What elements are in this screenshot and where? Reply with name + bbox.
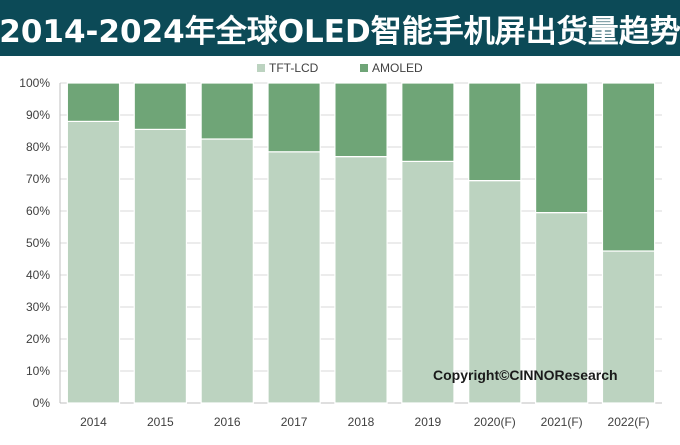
y-tick-label: 80% (26, 140, 50, 154)
bar-tft-lcd (66, 120, 121, 404)
bar-tft-lcd (133, 128, 188, 404)
y-tick-label: 60% (26, 204, 50, 218)
chart-title: 2014-2024年全球OLED智能手机屏出货量趋势 (0, 13, 680, 50)
legend-swatch-tft-lcd (257, 64, 265, 72)
bar-amoled (468, 82, 522, 182)
y-tick-label: 10% (26, 364, 50, 378)
x-tick-label: 2021(F) (541, 415, 583, 429)
y-tick-label: 50% (26, 236, 50, 250)
bar-tft-lcd (267, 151, 321, 404)
bar-amoled (133, 82, 188, 131)
x-tick-label: 2016 (214, 415, 241, 429)
y-tick-label: 40% (26, 268, 50, 282)
bar-group-2017 (267, 82, 321, 404)
bar-amoled (401, 82, 455, 163)
legend-label-tft-lcd: TFT-LCD (269, 61, 319, 75)
x-tick-label: 2018 (348, 415, 375, 429)
y-tick-label: 30% (26, 300, 50, 314)
stacked-bar-chart: TFT-LCD AMOLED 0% 10% 20% 30% 40% 50% 60% 70% 80% 9… (19, 61, 662, 429)
y-tick-label: 90% (26, 108, 50, 122)
bar-group-2014 (66, 82, 121, 404)
y-tick-label: 70% (26, 172, 50, 186)
legend-label-amoled: AMOLED (372, 61, 423, 75)
x-tick-label: 2019 (415, 415, 442, 429)
watermark: Copyright©CINNOResearch (433, 367, 618, 383)
legend-swatch-amoled (360, 64, 368, 72)
x-tick-label: 2015 (147, 415, 174, 429)
title-bar: 2014-2024年全球OLED智能手机屏出货量趋势 (0, 0, 680, 56)
bar-tft-lcd (334, 155, 388, 404)
bar-tft-lcd (200, 138, 254, 404)
bar-group-2015 (133, 82, 188, 404)
x-tick-label: 2017 (281, 415, 308, 429)
x-tick-label: 2014 (80, 415, 107, 429)
bar-amoled (601, 82, 656, 252)
bar-group-2020-f- (468, 82, 522, 404)
bar-group-2018 (334, 82, 388, 404)
bar-amoled (534, 82, 589, 214)
bar-group-2016 (200, 82, 254, 404)
y-tick-label: 0% (33, 396, 51, 410)
y-tick-label: 20% (26, 332, 50, 346)
bar-amoled (334, 82, 388, 158)
bar-tft-lcd (401, 160, 455, 404)
bar-group-2021-f- (534, 82, 589, 404)
y-tick-label: 100% (19, 76, 50, 90)
bar-tft-lcd (534, 212, 589, 404)
chart-area: TFT-LCD AMOLED 0% 10% 20% 30% 40% 50% 60% 70% 80% 9… (0, 56, 680, 445)
x-tick-label: 2022(F) (608, 415, 650, 429)
bar-tft-lcd (601, 250, 656, 404)
bar-group-2022-f- (601, 82, 656, 404)
bar-amoled (200, 82, 254, 140)
bar-tft-lcd (468, 179, 522, 404)
bar-amoled (66, 82, 121, 123)
x-tick-label: 2020(F) (474, 415, 516, 429)
bar-group-2019 (401, 82, 455, 404)
bar-amoled (267, 82, 321, 153)
legend: TFT-LCD AMOLED (257, 61, 423, 75)
